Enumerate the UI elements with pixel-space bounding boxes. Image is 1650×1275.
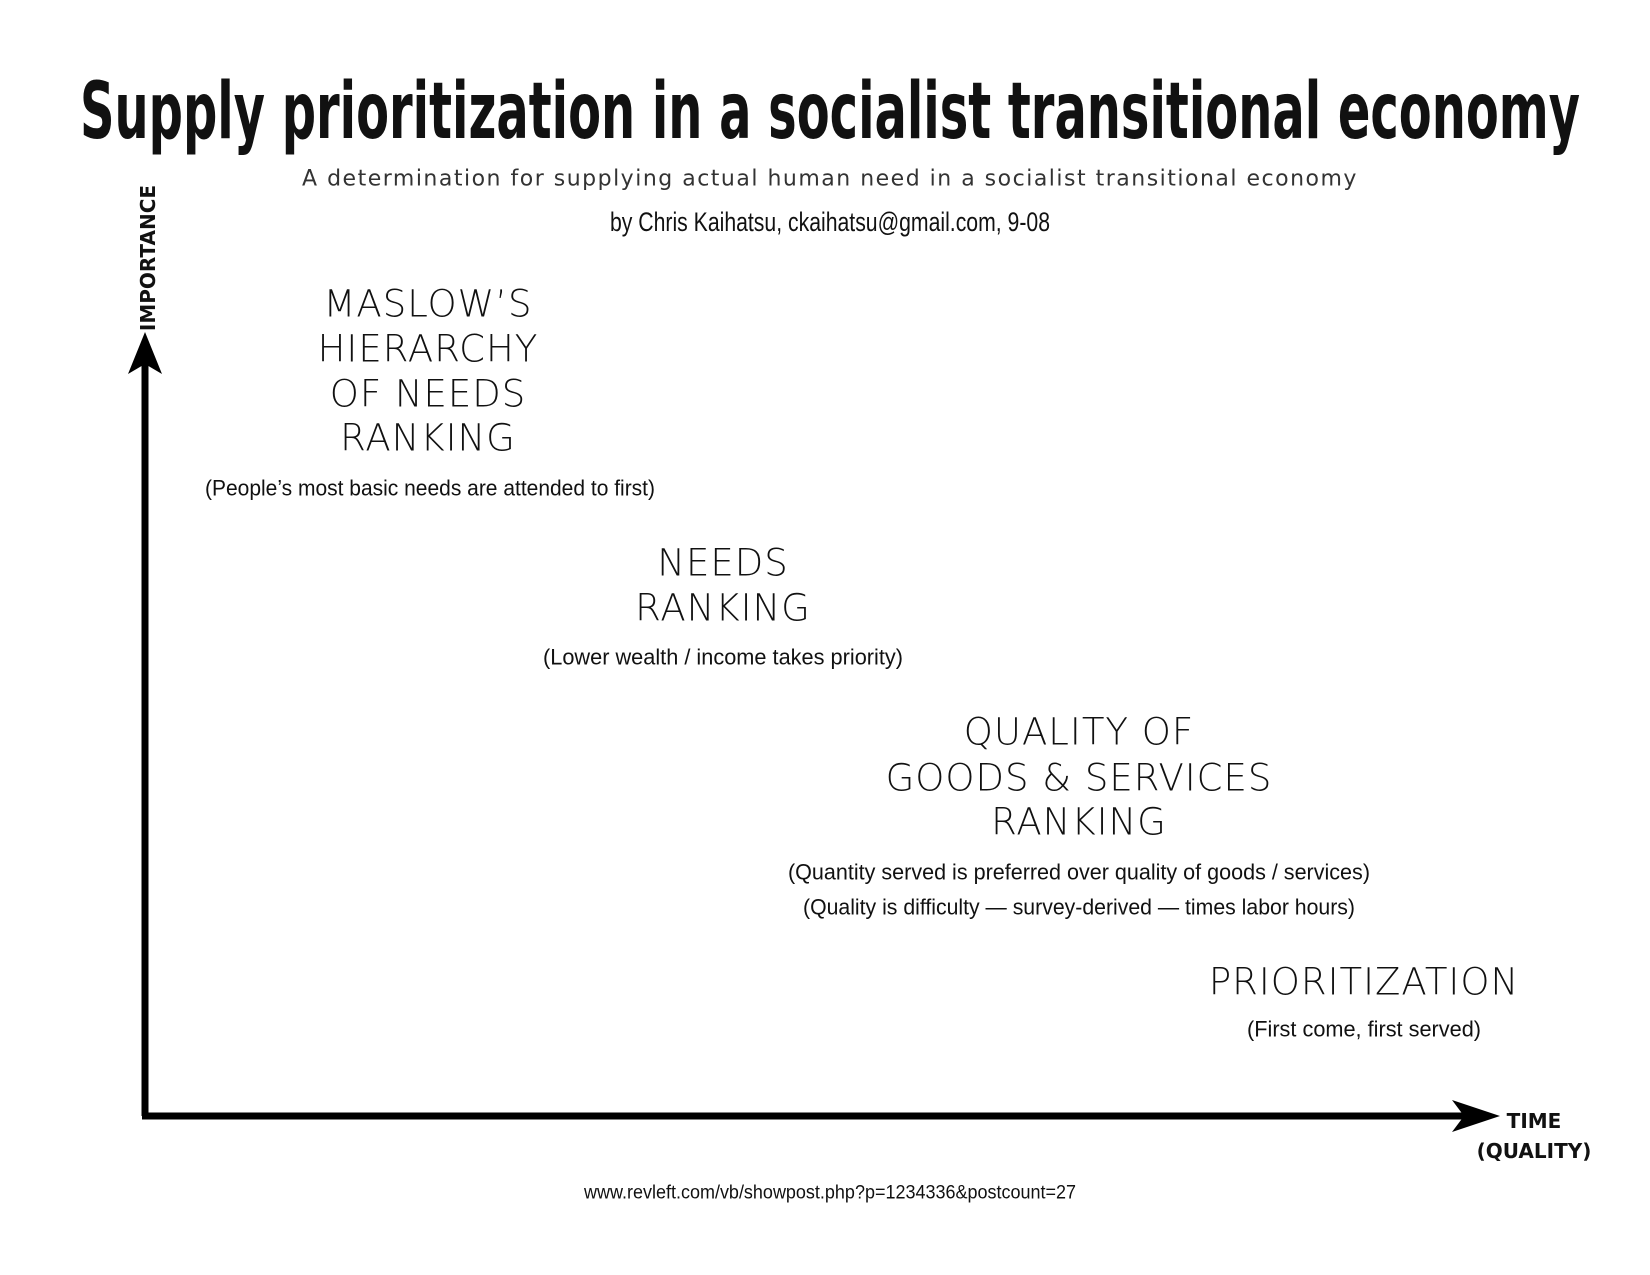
node: PRIORITIZATION (First come, first served… bbox=[1209, 961, 1519, 1042]
node-note: (Lower wealth / income takes priority) bbox=[543, 645, 903, 670]
node-label: MASLOW’S bbox=[324, 283, 533, 326]
node-label: PRIORITIZATION bbox=[1209, 961, 1519, 1004]
node-label: HIERARCHY bbox=[318, 328, 539, 371]
node-note: (First come, first served) bbox=[1247, 1017, 1481, 1042]
y-arrow bbox=[128, 332, 162, 374]
node: NEEDS RANKING (Lower wealth / income tak… bbox=[543, 542, 903, 670]
node-label: RANKING bbox=[340, 417, 516, 460]
x-arrow bbox=[1452, 1100, 1500, 1132]
subtitle: A determination for supplying actual hum… bbox=[302, 167, 1358, 192]
node-note: (Quantity served is preferred over quali… bbox=[788, 860, 1370, 885]
title: Supply prioritization in a socialist tra… bbox=[80, 67, 1580, 157]
node-label: GOODS & SERVICES bbox=[886, 757, 1273, 800]
node-note: (People’s most basic needs are attended … bbox=[205, 476, 655, 501]
node-label: QUALITY OF bbox=[964, 711, 1194, 754]
byline: by Chris Kaihatsu, ckaihatsu@gmail.com, … bbox=[610, 207, 1050, 237]
x-axis-label: TIME bbox=[1507, 1109, 1562, 1133]
node-label: OF NEEDS bbox=[330, 373, 527, 416]
footer-url: www.revleft.com/vb/showpost.php?p=123433… bbox=[583, 1183, 1076, 1204]
x-axis-label: (QUALITY) bbox=[1477, 1139, 1592, 1163]
node: MASLOW’S HIERARCHY OF NEEDS RANKING (Peo… bbox=[205, 283, 655, 501]
node-label: RANKING bbox=[635, 587, 811, 630]
y-axis-label: IMPORTANCE bbox=[136, 185, 160, 331]
node-note: (Quality is difficulty — survey-derived … bbox=[803, 895, 1355, 920]
node-label: RANKING bbox=[991, 801, 1167, 844]
node: QUALITY OF GOODS & SERVICES RANKING (Qua… bbox=[788, 711, 1370, 920]
node-label: NEEDS bbox=[657, 542, 788, 585]
